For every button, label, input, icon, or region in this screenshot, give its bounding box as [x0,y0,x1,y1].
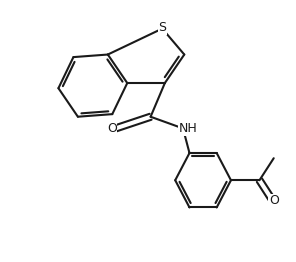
Text: NH: NH [178,122,197,135]
Text: S: S [158,21,166,34]
Text: O: O [107,122,117,135]
Text: O: O [269,194,279,208]
